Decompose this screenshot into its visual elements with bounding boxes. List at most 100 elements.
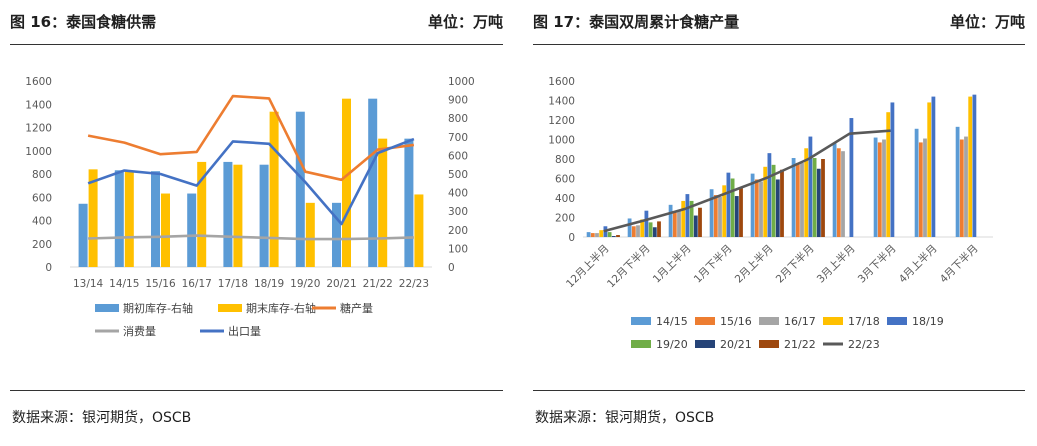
bar-15/16 [713, 195, 718, 237]
bar-16/17 [882, 139, 886, 237]
y-tick-label: 1000 [548, 135, 575, 147]
bar-16/17 [595, 233, 599, 237]
bar-期初库存-右轴 [332, 202, 341, 267]
y-tick-label: 200 [555, 213, 575, 225]
y-right-tick-label: 1000 [448, 76, 475, 88]
bar-21/22 [657, 221, 661, 237]
y-tick-label: 1200 [548, 115, 575, 127]
x-tick-label: 2月下半月 [773, 242, 817, 286]
legend-label: 18/19 [912, 315, 944, 328]
bar-15/16 [918, 142, 923, 237]
bar-15/16 [959, 139, 964, 237]
x-tick-label: 4月下半月 [937, 242, 981, 286]
y-tick-label: 1600 [548, 76, 575, 88]
y-left-tick-label: 400 [32, 216, 52, 228]
legend-swatch [887, 317, 907, 325]
bar-14/15 [586, 232, 591, 237]
x-tick-label: 22/23 [399, 278, 429, 290]
bar-期初库存-右轴 [187, 193, 197, 267]
panel-header: 图 17：泰国双周累计食糖产量 单位：万吨 [533, 8, 1025, 34]
legend-label: 期初库存-右轴 [123, 301, 193, 315]
chart-supply-demand: 0 200 400 600 800 1000 1200 1400 1600 0 100 200 300 4… [25, 76, 475, 338]
bar-17/18 [968, 96, 973, 237]
legend-swatch [218, 304, 242, 312]
bar-21/22 [616, 235, 620, 237]
divider [10, 44, 503, 45]
bar-期末库存-右轴 [305, 202, 315, 267]
y-tick-label: 600 [555, 174, 575, 186]
legend-label: 16/17 [784, 315, 816, 328]
x-tick-label: 17/18 [218, 278, 248, 290]
y-left-tick-label: 800 [32, 169, 52, 181]
y-tick-label: 0 [568, 232, 575, 244]
bar-14/15 [914, 128, 919, 237]
bar-21/22 [739, 188, 743, 237]
x-tick-label: 18/19 [254, 278, 284, 290]
bar-15/16 [795, 162, 800, 237]
legend-swatch [759, 317, 779, 325]
y-right-tick-label: 600 [448, 150, 468, 162]
bar-14/15 [832, 143, 837, 237]
bar-19/20 [730, 178, 735, 237]
x-tick-label: 12月上半月 [563, 242, 611, 290]
source-note: 数据来源：银河期货，OSCB [12, 410, 192, 426]
chart-title: 图 16：泰国食糖供需 [10, 12, 157, 31]
x-tick-label: 2月上半月 [732, 242, 776, 286]
bar-期末库存-右轴 [269, 111, 279, 267]
bar-14/15 [791, 158, 796, 237]
bar-14/15 [873, 137, 878, 237]
bar-21/22 [780, 169, 784, 237]
divider [10, 390, 503, 391]
legend-swatch [695, 340, 715, 348]
chart-cumulative-production: 0 200 400 600 800 1000 1200 1400 1600 12月上半月12月下半… [548, 76, 993, 351]
bar-16/17 [964, 136, 968, 237]
legend-label: 21/22 [784, 338, 816, 351]
legend-label: 期末库存-右轴 [246, 301, 316, 315]
y-right-tick-label: 200 [448, 225, 468, 237]
bar-14/15 [668, 204, 673, 237]
legend-label: 14/15 [656, 315, 688, 328]
bar-21/22 [821, 159, 825, 237]
line-出口量 [87, 137, 415, 226]
y-tick-label: 800 [555, 154, 575, 166]
bar-15/16 [590, 233, 595, 237]
bar-18/19 [808, 136, 813, 237]
bar-期初库存-右轴 [151, 171, 160, 267]
y-tick-label: 400 [555, 193, 575, 205]
bar-16/17 [800, 162, 804, 237]
y-right-tick-label: 700 [448, 132, 468, 144]
y-left-tick-label: 1200 [25, 123, 52, 135]
legend-label: 17/18 [848, 315, 880, 328]
bar-20/21 [693, 215, 698, 237]
bar-期初库存-右轴 [404, 138, 414, 267]
panel-cumulative-production: 图 17：泰国双周累计食糖产量 单位：万吨 0 200 400 600 800 1000 1… [523, 0, 1037, 446]
legend-label: 糖产量 [340, 301, 373, 315]
unit-label: 单位：万吨 [949, 12, 1025, 31]
x-tick-label: 19/20 [290, 278, 320, 290]
bar-18/19 [685, 194, 690, 237]
line-22/23 [603, 129, 891, 233]
bar-期初库存-右轴 [368, 98, 378, 267]
bar-15/16 [836, 148, 841, 237]
divider [533, 44, 1025, 45]
bar-15/16 [877, 142, 882, 237]
bar-14/15 [709, 189, 714, 237]
bar-14/15 [955, 126, 960, 237]
y-tick-label: 1400 [548, 96, 575, 108]
line-糖产量 [87, 94, 415, 182]
legend-swatch [95, 304, 119, 312]
bar-17/18 [763, 166, 768, 237]
x-tick-label: 3月上半月 [814, 242, 858, 286]
unit-label: 单位：万吨 [427, 12, 503, 31]
panel-thailand-supply-demand: 图 16：泰国食糖供需 单位：万吨 0 200 400 600 800 1000 1200 1… [0, 0, 515, 446]
bar-18/19 [972, 94, 977, 238]
bar-期初库存-右轴 [295, 111, 305, 267]
bar-17/18 [804, 148, 809, 237]
bar-17/18 [640, 219, 645, 237]
y-left-tick-label: 1600 [25, 76, 52, 88]
legend-label: 出口量 [228, 324, 261, 338]
bar-19/20 [689, 200, 694, 237]
x-tick-label: 20/21 [326, 278, 356, 290]
line-消费量 [88, 234, 414, 241]
y-left-tick-label: 0 [45, 262, 52, 274]
